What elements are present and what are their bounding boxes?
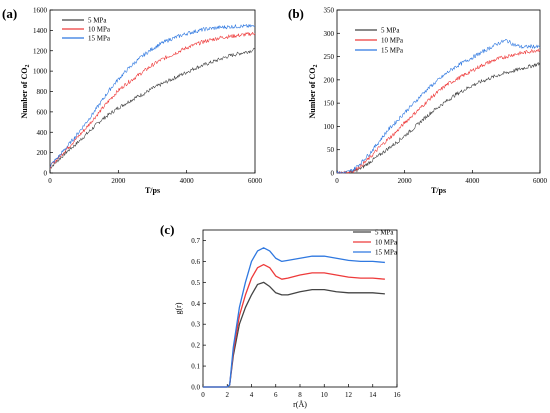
series-line-5-mpa [49, 47, 256, 169]
legend-label: 5 MPa [88, 17, 107, 25]
x-axis-label: r(Å) [293, 400, 307, 409]
y-tick-label: 0.5 [191, 279, 200, 287]
legend-label: 10 MPa [88, 26, 111, 34]
y-tick-label: 1000 [33, 68, 48, 76]
panel-label: (c) [160, 222, 174, 237]
y-tick-label: 350 [324, 7, 335, 15]
x-tick-label: 4000 [465, 177, 480, 185]
y-tick-label: 800 [37, 88, 48, 96]
y-tick-label: 0.4 [191, 300, 200, 308]
chart-panel-1: (b) 0 2000 4000 6000 0 50 100 150 200 250 300 350 T/p… [288, 6, 548, 195]
x-tick-label: 16 [394, 391, 402, 399]
legend-label: 10 MPa [375, 239, 398, 247]
y-tick-label: 0 [331, 170, 335, 178]
legend-label: 15 MPa [88, 35, 111, 43]
y-tick-label: 1600 [33, 7, 48, 15]
x-tick-label: 0 [48, 177, 52, 185]
y-tick-label: 0.2 [191, 342, 200, 350]
y-tick-label: 0 [44, 170, 48, 178]
y-axis-label: g(r) [174, 302, 183, 314]
x-tick-label: 4000 [180, 177, 195, 185]
y-tick-label: 600 [37, 108, 48, 116]
plot-frame [336, 9, 541, 174]
series-line-15-mpa [203, 247, 385, 388]
y-tick-label: 50 [327, 146, 335, 154]
x-tick-label: 0 [335, 177, 339, 185]
y-axis-label: Number of CO2 [308, 65, 319, 119]
series-line-5-mpa [203, 281, 385, 388]
chart-panel-2: (c) 0 2 4 6 8 10 12 14 16 0.0 0.1 0.2 0.3 0.4 0.5 0.6 0.7… [160, 222, 401, 409]
series-line-15-mpa [49, 24, 256, 168]
y-tick-label: 200 [324, 76, 335, 84]
panel-label: (b) [288, 6, 304, 21]
y-tick-label: 100 [324, 123, 335, 131]
y-tick-label: 0.6 [191, 258, 200, 266]
y-tick-label: 0.0 [191, 384, 200, 392]
x-tick-label: 6 [274, 391, 278, 399]
y-axis-label: Number of CO2 [20, 65, 31, 119]
y-tick-label: 300 [324, 30, 335, 38]
legend-label: 15 MPa [375, 249, 398, 257]
series-line-15-mpa [336, 39, 541, 174]
y-tick-label: 1400 [33, 27, 48, 35]
x-tick-label: 2000 [111, 177, 126, 185]
y-tick-label: 200 [37, 149, 48, 157]
y-axis-label-subscript: 2 [313, 65, 319, 68]
x-tick-label: 2 [226, 391, 230, 399]
y-tick-label: 150 [324, 100, 335, 108]
y-tick-label: 1200 [33, 47, 48, 55]
y-tick-label: 400 [37, 129, 48, 137]
x-tick-label: 6000 [248, 177, 263, 185]
legend-label: 5 MPa [375, 229, 394, 237]
series-line-5-mpa [337, 62, 541, 174]
plot-frame [49, 9, 256, 174]
y-tick-label: 0.3 [191, 321, 200, 329]
y-tick-label: 0.7 [191, 237, 200, 245]
x-tick-label: 4 [250, 391, 254, 399]
chart-panel-0: (a) 0 2000 4000 6000 0 200 400 600 800 1000 1200 140… [2, 6, 263, 195]
x-tick-label: 2000 [398, 177, 413, 185]
x-tick-label: 0 [201, 391, 205, 399]
y-tick-label: 250 [324, 53, 335, 61]
x-axis-label: T/ps [431, 186, 446, 195]
y-tick-label: 0.1 [191, 363, 200, 371]
series-line-10-mpa [49, 31, 256, 169]
y-axis-label-main: Number of CO [308, 68, 317, 119]
y-axis-label-main: Number of CO [20, 68, 29, 119]
y-axis-label-subscript: 2 [25, 65, 31, 68]
x-tick-label: 10 [321, 391, 329, 399]
series-line-10-mpa [203, 263, 385, 388]
panel-label: (a) [2, 6, 17, 21]
x-tick-label: 12 [345, 391, 353, 399]
x-axis-label: T/ps [145, 186, 160, 195]
legend-label: 15 MPa [381, 47, 404, 55]
y-axis-label-main: g(r) [174, 302, 183, 314]
legend-label: 5 MPa [381, 27, 400, 35]
x-tick-label: 8 [298, 391, 302, 399]
series-line-10-mpa [336, 48, 541, 174]
x-tick-label: 6000 [533, 177, 548, 185]
x-tick-label: 14 [369, 391, 377, 399]
legend-label: 10 MPa [381, 37, 404, 45]
